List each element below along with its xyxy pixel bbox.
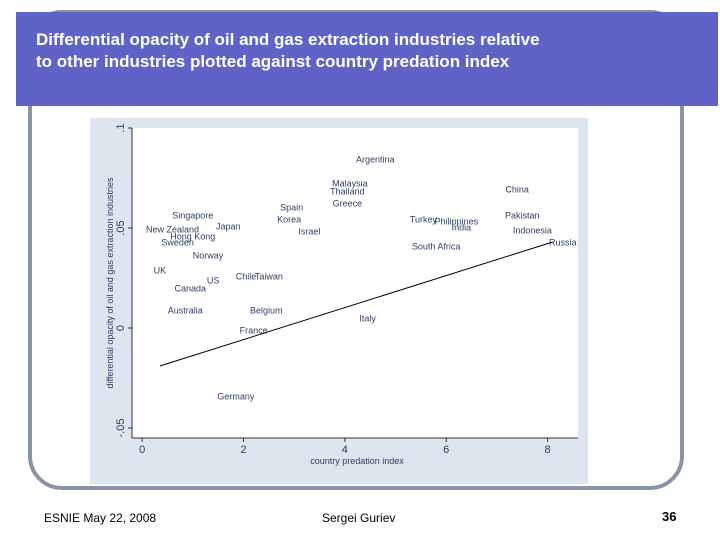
point-label: Indonesia bbox=[513, 225, 552, 235]
x-axis-label: country predation index bbox=[310, 456, 404, 466]
x-tick-label: 6 bbox=[443, 444, 449, 456]
x-tick-label: 8 bbox=[545, 444, 551, 456]
point-label: South Africa bbox=[412, 241, 461, 251]
y-axis-label: differential opacity of oil and gas extr… bbox=[105, 177, 115, 388]
point-label: China bbox=[505, 184, 529, 194]
title-underline bbox=[36, 107, 651, 110]
point-label: Argentina bbox=[356, 154, 395, 164]
x-tick-label: 4 bbox=[342, 444, 348, 456]
point-label: India bbox=[452, 222, 472, 232]
fit-line bbox=[159, 241, 553, 367]
point-label: Chile bbox=[236, 271, 257, 281]
point-label: Belgium bbox=[250, 305, 283, 315]
plot-area bbox=[132, 128, 578, 438]
footer-date: ESNIE May 22, 2008 bbox=[44, 511, 157, 525]
x-tick-label: 0 bbox=[139, 444, 145, 456]
point-label: Israel bbox=[298, 226, 320, 236]
x-ticks: 0 2 4 6 8 bbox=[139, 438, 551, 456]
point-label: Germany bbox=[217, 391, 255, 401]
y-tick-label: -.05 bbox=[115, 419, 127, 438]
point-label: Greece bbox=[333, 198, 363, 208]
point-label: Norway bbox=[193, 250, 224, 260]
page-number: 36 bbox=[662, 509, 677, 524]
y-tick-label: .05 bbox=[115, 220, 127, 235]
point-label: Korea bbox=[277, 214, 301, 224]
point-label: Philippines bbox=[435, 216, 479, 226]
title-bar: Differential opacity of oil and gas extr… bbox=[16, 12, 718, 110]
point-label: Hong Kong bbox=[170, 231, 215, 241]
point-label: Taiwan bbox=[255, 271, 283, 281]
point-label: Turkey bbox=[410, 214, 438, 224]
point-label: Pakistan bbox=[505, 210, 540, 220]
point-label: UK bbox=[154, 265, 167, 275]
point-label: France bbox=[240, 325, 268, 335]
point-label: Sweden bbox=[161, 237, 194, 247]
y-tick-label: .1 bbox=[115, 123, 127, 132]
slide-title: Differential opacity of oil and gas extr… bbox=[36, 29, 676, 73]
footer-author: Sergei Guriev bbox=[322, 511, 396, 525]
point-label: Singapore bbox=[172, 210, 213, 220]
point-label: US bbox=[207, 275, 220, 285]
point-label: Canada bbox=[175, 283, 207, 293]
point-label: Thailand bbox=[330, 186, 365, 196]
slide-title-line-2: to other industries plotted against coun… bbox=[36, 52, 510, 71]
point-label: Malaysia bbox=[332, 178, 368, 188]
point-label: Australia bbox=[168, 305, 203, 315]
point-label: Russia bbox=[549, 237, 577, 247]
point-label: Italy bbox=[359, 313, 376, 323]
y-tick-label: 0 bbox=[115, 325, 127, 331]
point-label: Spain bbox=[280, 202, 303, 212]
point-label: New Zealand bbox=[146, 224, 199, 234]
slide-title-line-1: Differential opacity of oil and gas extr… bbox=[36, 30, 540, 49]
y-ticks: -.05 0 .05 .1 bbox=[115, 123, 132, 437]
point-label: Japan bbox=[216, 221, 241, 231]
x-tick-label: 2 bbox=[240, 444, 246, 456]
